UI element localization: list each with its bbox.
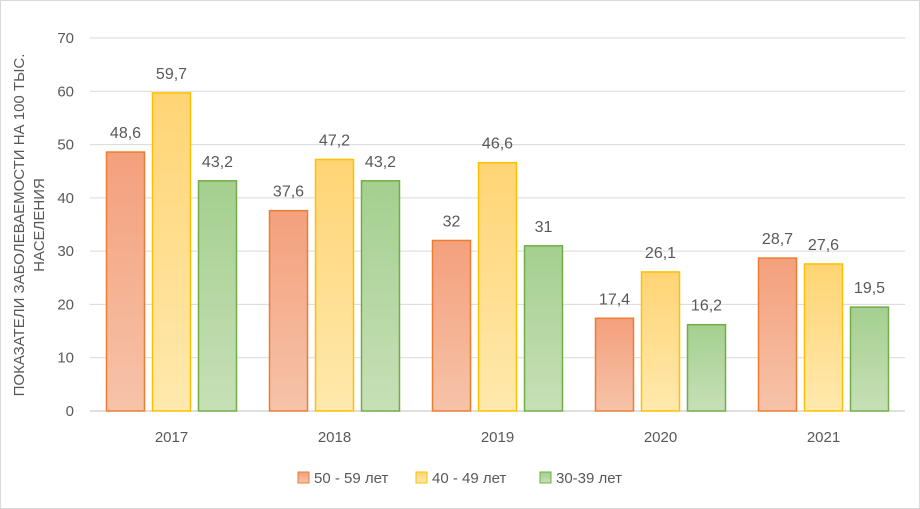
- y-axis-label: ПОКАЗАТЕЛИ ЗАБОЛЕВАЕМОСТИ НА 100 ТЫС. НАС…: [11, 54, 48, 397]
- data-labels: 48,6 59,7 43,2 37,6 47,2 43,2 32 46,6 31 17,4 26,1…: [110, 66, 885, 315]
- data-label: 31: [535, 219, 553, 236]
- data-label: 48,6: [110, 125, 141, 142]
- bar-2017-series-2: [151, 92, 192, 412]
- data-label: 26,1: [645, 245, 676, 262]
- data-label: 16,2: [691, 298, 722, 315]
- legend-label: 40 - 49 лет: [432, 470, 506, 487]
- bars: [105, 92, 890, 412]
- legend-swatch: [297, 471, 310, 484]
- legend: 50 - 59 лет 40 - 49 лет 30-39 лет: [297, 470, 622, 487]
- x-axis-ticks: 2017 2018 2019 2020 2021: [155, 429, 840, 446]
- bar-2018-series-3: [360, 180, 401, 412]
- y-tick-label: 70: [57, 30, 74, 47]
- bar-2019-series-2: [477, 161, 518, 412]
- y-tick-label: 60: [57, 83, 74, 100]
- data-label: 19,5: [854, 280, 885, 297]
- y-tick-label: 50: [57, 137, 74, 154]
- bar-2018-series-1: [268, 209, 309, 412]
- legend-swatch: [415, 471, 428, 484]
- data-label: 59,7: [156, 66, 187, 83]
- y-axis-title: ПОКАЗАТЕЛИ ЗАБОЛЕВАЕМОСТИ НА 100 ТЫС. НАС…: [11, 54, 48, 397]
- bar-2017-series-1: [105, 151, 146, 412]
- y-tick-label: 20: [57, 296, 74, 313]
- y-tick-label: 30: [57, 243, 74, 260]
- x-tick-label: 2017: [155, 429, 188, 446]
- data-label: 47,2: [319, 132, 350, 149]
- legend-label: 50 - 59 лет: [314, 470, 388, 487]
- x-tick-label: 2021: [807, 429, 840, 446]
- x-tick-label: 2020: [644, 429, 677, 446]
- x-tick-label: 2019: [481, 429, 514, 446]
- y-tick-label: 0: [66, 403, 74, 420]
- data-label: 27,6: [808, 237, 839, 254]
- data-label: 43,2: [202, 154, 233, 171]
- bar-2017-series-3: [197, 180, 238, 412]
- bar-2020-series-3: [686, 323, 727, 412]
- bar-2019-series-1: [431, 239, 472, 412]
- y-tick-label: 40: [57, 190, 74, 207]
- bar-2021-series-2: [803, 263, 844, 412]
- data-label: 37,6: [273, 184, 304, 201]
- data-label: 17,4: [599, 291, 630, 308]
- y-tick-label: 10: [57, 350, 74, 367]
- bar-2021-series-1: [757, 257, 798, 412]
- data-label: 28,7: [762, 231, 793, 248]
- bar-2021-series-3: [849, 306, 890, 412]
- x-tick-label: 2018: [318, 429, 351, 446]
- data-label: 32: [443, 213, 461, 230]
- legend-label: 30-39 лет: [556, 470, 622, 487]
- bar-2020-series-1: [594, 317, 635, 412]
- bar-2018-series-2: [314, 158, 355, 412]
- bar-2019-series-3: [523, 245, 564, 412]
- bar-2020-series-2: [640, 271, 681, 412]
- y-axis-ticks: 0 10 20 30 40 50 60 70: [57, 30, 74, 420]
- legend-swatch: [539, 471, 552, 484]
- data-label: 43,2: [365, 154, 396, 171]
- data-label: 46,6: [482, 136, 513, 153]
